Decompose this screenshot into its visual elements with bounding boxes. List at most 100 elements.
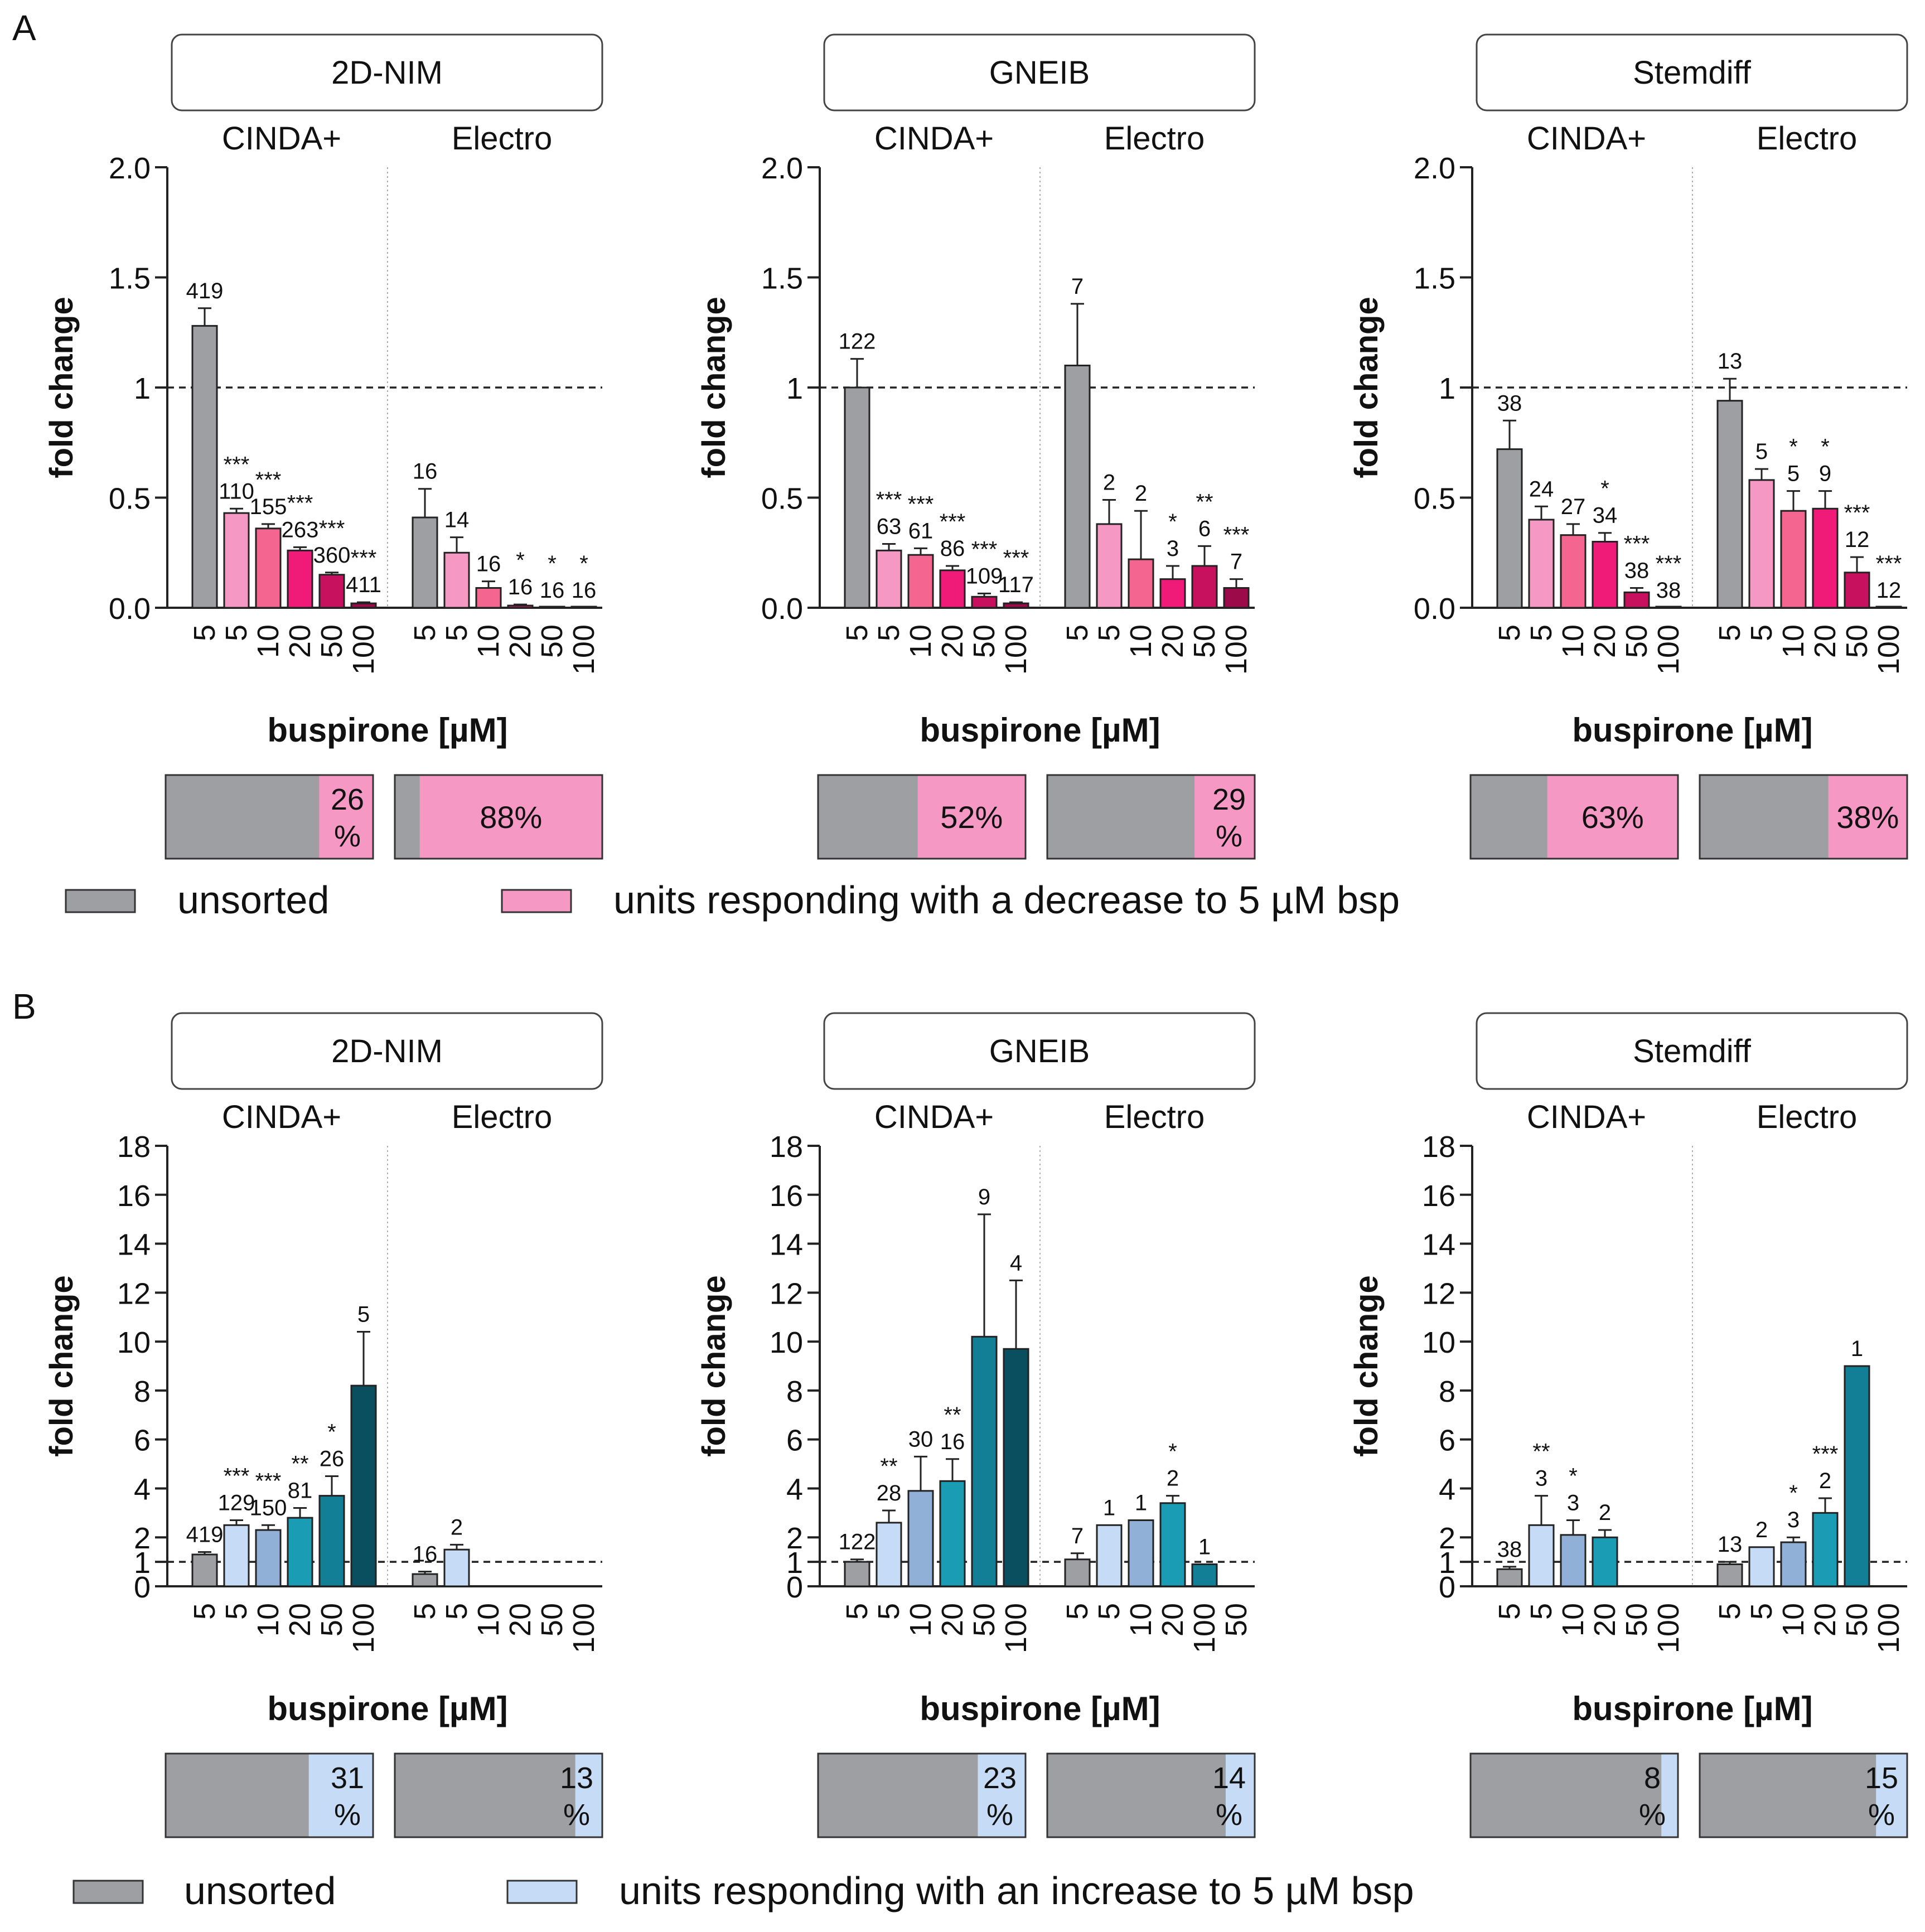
n-label: 419 — [186, 1523, 224, 1547]
x-tick-label: 5 — [872, 624, 906, 641]
y-tick-label: 0.5 — [761, 482, 803, 516]
n-label: 2 — [1819, 1469, 1831, 1493]
bar — [971, 595, 998, 609]
bar — [939, 1480, 966, 1587]
x-tick-label: 100 — [999, 1603, 1033, 1653]
x-tick-label: 50 — [968, 624, 1001, 658]
pct-label: 23 — [983, 1761, 1017, 1795]
x-tick-label: 100 — [1652, 624, 1685, 675]
panel-letter: A — [12, 8, 36, 48]
n-label: 1 — [1135, 1491, 1147, 1515]
group-label: CINDA+ — [222, 120, 341, 157]
chart-title-box — [823, 33, 1256, 112]
bar — [1159, 1502, 1186, 1587]
panel-letter: B — [12, 986, 36, 1026]
bar — [1592, 541, 1618, 609]
n-label: 5 — [357, 1302, 370, 1327]
pct-box-responding — [978, 1754, 1026, 1837]
bar — [223, 1524, 250, 1587]
chart-title-box — [171, 1012, 603, 1090]
x-tick-label: 20 — [936, 624, 969, 658]
x-tick-label: 100 — [567, 624, 601, 675]
bar — [1096, 1524, 1123, 1587]
bar — [971, 1335, 998, 1587]
pct-box-frame — [165, 1752, 374, 1838]
bar — [1496, 1568, 1523, 1587]
pct-label-unit: % — [563, 1798, 590, 1832]
bar — [350, 1384, 377, 1587]
significance-label: *** — [876, 487, 902, 512]
pct-label-unit: % — [1639, 1798, 1666, 1832]
legend-swatch-responding — [501, 889, 572, 913]
y-tick-label: 18 — [1422, 1130, 1455, 1164]
y-axis-label: fold change — [1348, 297, 1385, 478]
pct-label-unit: % — [986, 1798, 1013, 1832]
significance-label: *** — [319, 516, 345, 541]
n-label: 38 — [1497, 391, 1522, 415]
x-tick-label: 100 — [1872, 1603, 1905, 1653]
significance-label: ** — [880, 1454, 897, 1479]
x-tick-label: 20 — [504, 1603, 537, 1636]
n-label: 38 — [1497, 1537, 1522, 1562]
n-label: 7 — [1071, 1524, 1084, 1548]
significance-label: * — [1168, 510, 1177, 534]
n-label: 13 — [1718, 1532, 1743, 1557]
bar — [1748, 479, 1775, 609]
n-label: 16 — [413, 459, 438, 484]
chart-2d-nim: 2D-NIM 0.0 0.5 1 1.5 2.0 fold change CINDA+ 5 419… — [43, 33, 603, 860]
x-tick-label: 10 — [1777, 624, 1810, 658]
n-label: 411 — [346, 573, 381, 597]
significance-label: *** — [224, 1464, 250, 1489]
y-tick-label: 0.5 — [1414, 482, 1455, 516]
pct-label: 8 — [1644, 1761, 1661, 1795]
y-tick-label: 1 — [1439, 372, 1455, 405]
bar — [287, 549, 313, 609]
y-tick-label: 16 — [1422, 1179, 1455, 1213]
x-tick-label: 5 — [220, 1603, 253, 1620]
chart-title: GNEIB — [989, 55, 1090, 91]
n-label: 12 — [1876, 578, 1902, 603]
y-tick-label: 6 — [786, 1424, 803, 1458]
x-tick-label: 5 — [220, 624, 253, 641]
significance-label: *** — [1812, 1442, 1839, 1466]
significance-label: * — [1600, 477, 1609, 501]
pct-box-frame — [1469, 1752, 1679, 1838]
n-label: 61 — [908, 519, 934, 543]
y-tick-label: 18 — [117, 1130, 151, 1164]
bar — [1223, 587, 1250, 609]
bar — [1191, 1563, 1218, 1587]
significance-label: *** — [351, 546, 377, 570]
x-tick-label: 10 — [472, 624, 505, 658]
bar — [1560, 1534, 1587, 1587]
y-tick-label: 10 — [1422, 1326, 1455, 1359]
pct-label: 29 — [1212, 783, 1246, 816]
n-label: 419 — [186, 279, 224, 303]
pct-box-frame — [1046, 774, 1256, 860]
bar — [1780, 1541, 1807, 1587]
group-label: Electro — [452, 1099, 553, 1135]
y-tick-label: 10 — [770, 1326, 803, 1359]
bar — [1623, 591, 1650, 609]
y-axis-label: fold change — [696, 297, 732, 478]
significance-label: *** — [1656, 551, 1682, 576]
legend-label-unsorted: unsorted — [184, 1869, 336, 1912]
x-tick-label: 5 — [1092, 624, 1126, 641]
x-tick-label: 20 — [1588, 1603, 1622, 1636]
x-tick-label: 5 — [440, 624, 473, 641]
y-axis-label: fold change — [1348, 1275, 1385, 1456]
x-tick-label: 100 — [347, 1603, 380, 1653]
x-tick-label: 10 — [1124, 624, 1158, 658]
n-label: 122 — [839, 1530, 876, 1555]
bar — [1655, 606, 1682, 609]
pct-box-responding — [1225, 1754, 1255, 1837]
significance-label: * — [1168, 1440, 1177, 1464]
n-label: 1 — [1198, 1535, 1211, 1560]
pct-label: 52% — [940, 800, 1003, 835]
significance-label: * — [579, 551, 588, 576]
legend-label-responding: units responding with an increase to 5 µ… — [619, 1869, 1414, 1912]
x-tick-label: 5 — [188, 624, 221, 641]
bar — [350, 602, 377, 609]
bar — [1812, 507, 1839, 609]
n-label: 3 — [1167, 536, 1179, 561]
pct-box-unsorted — [1471, 1754, 1678, 1837]
